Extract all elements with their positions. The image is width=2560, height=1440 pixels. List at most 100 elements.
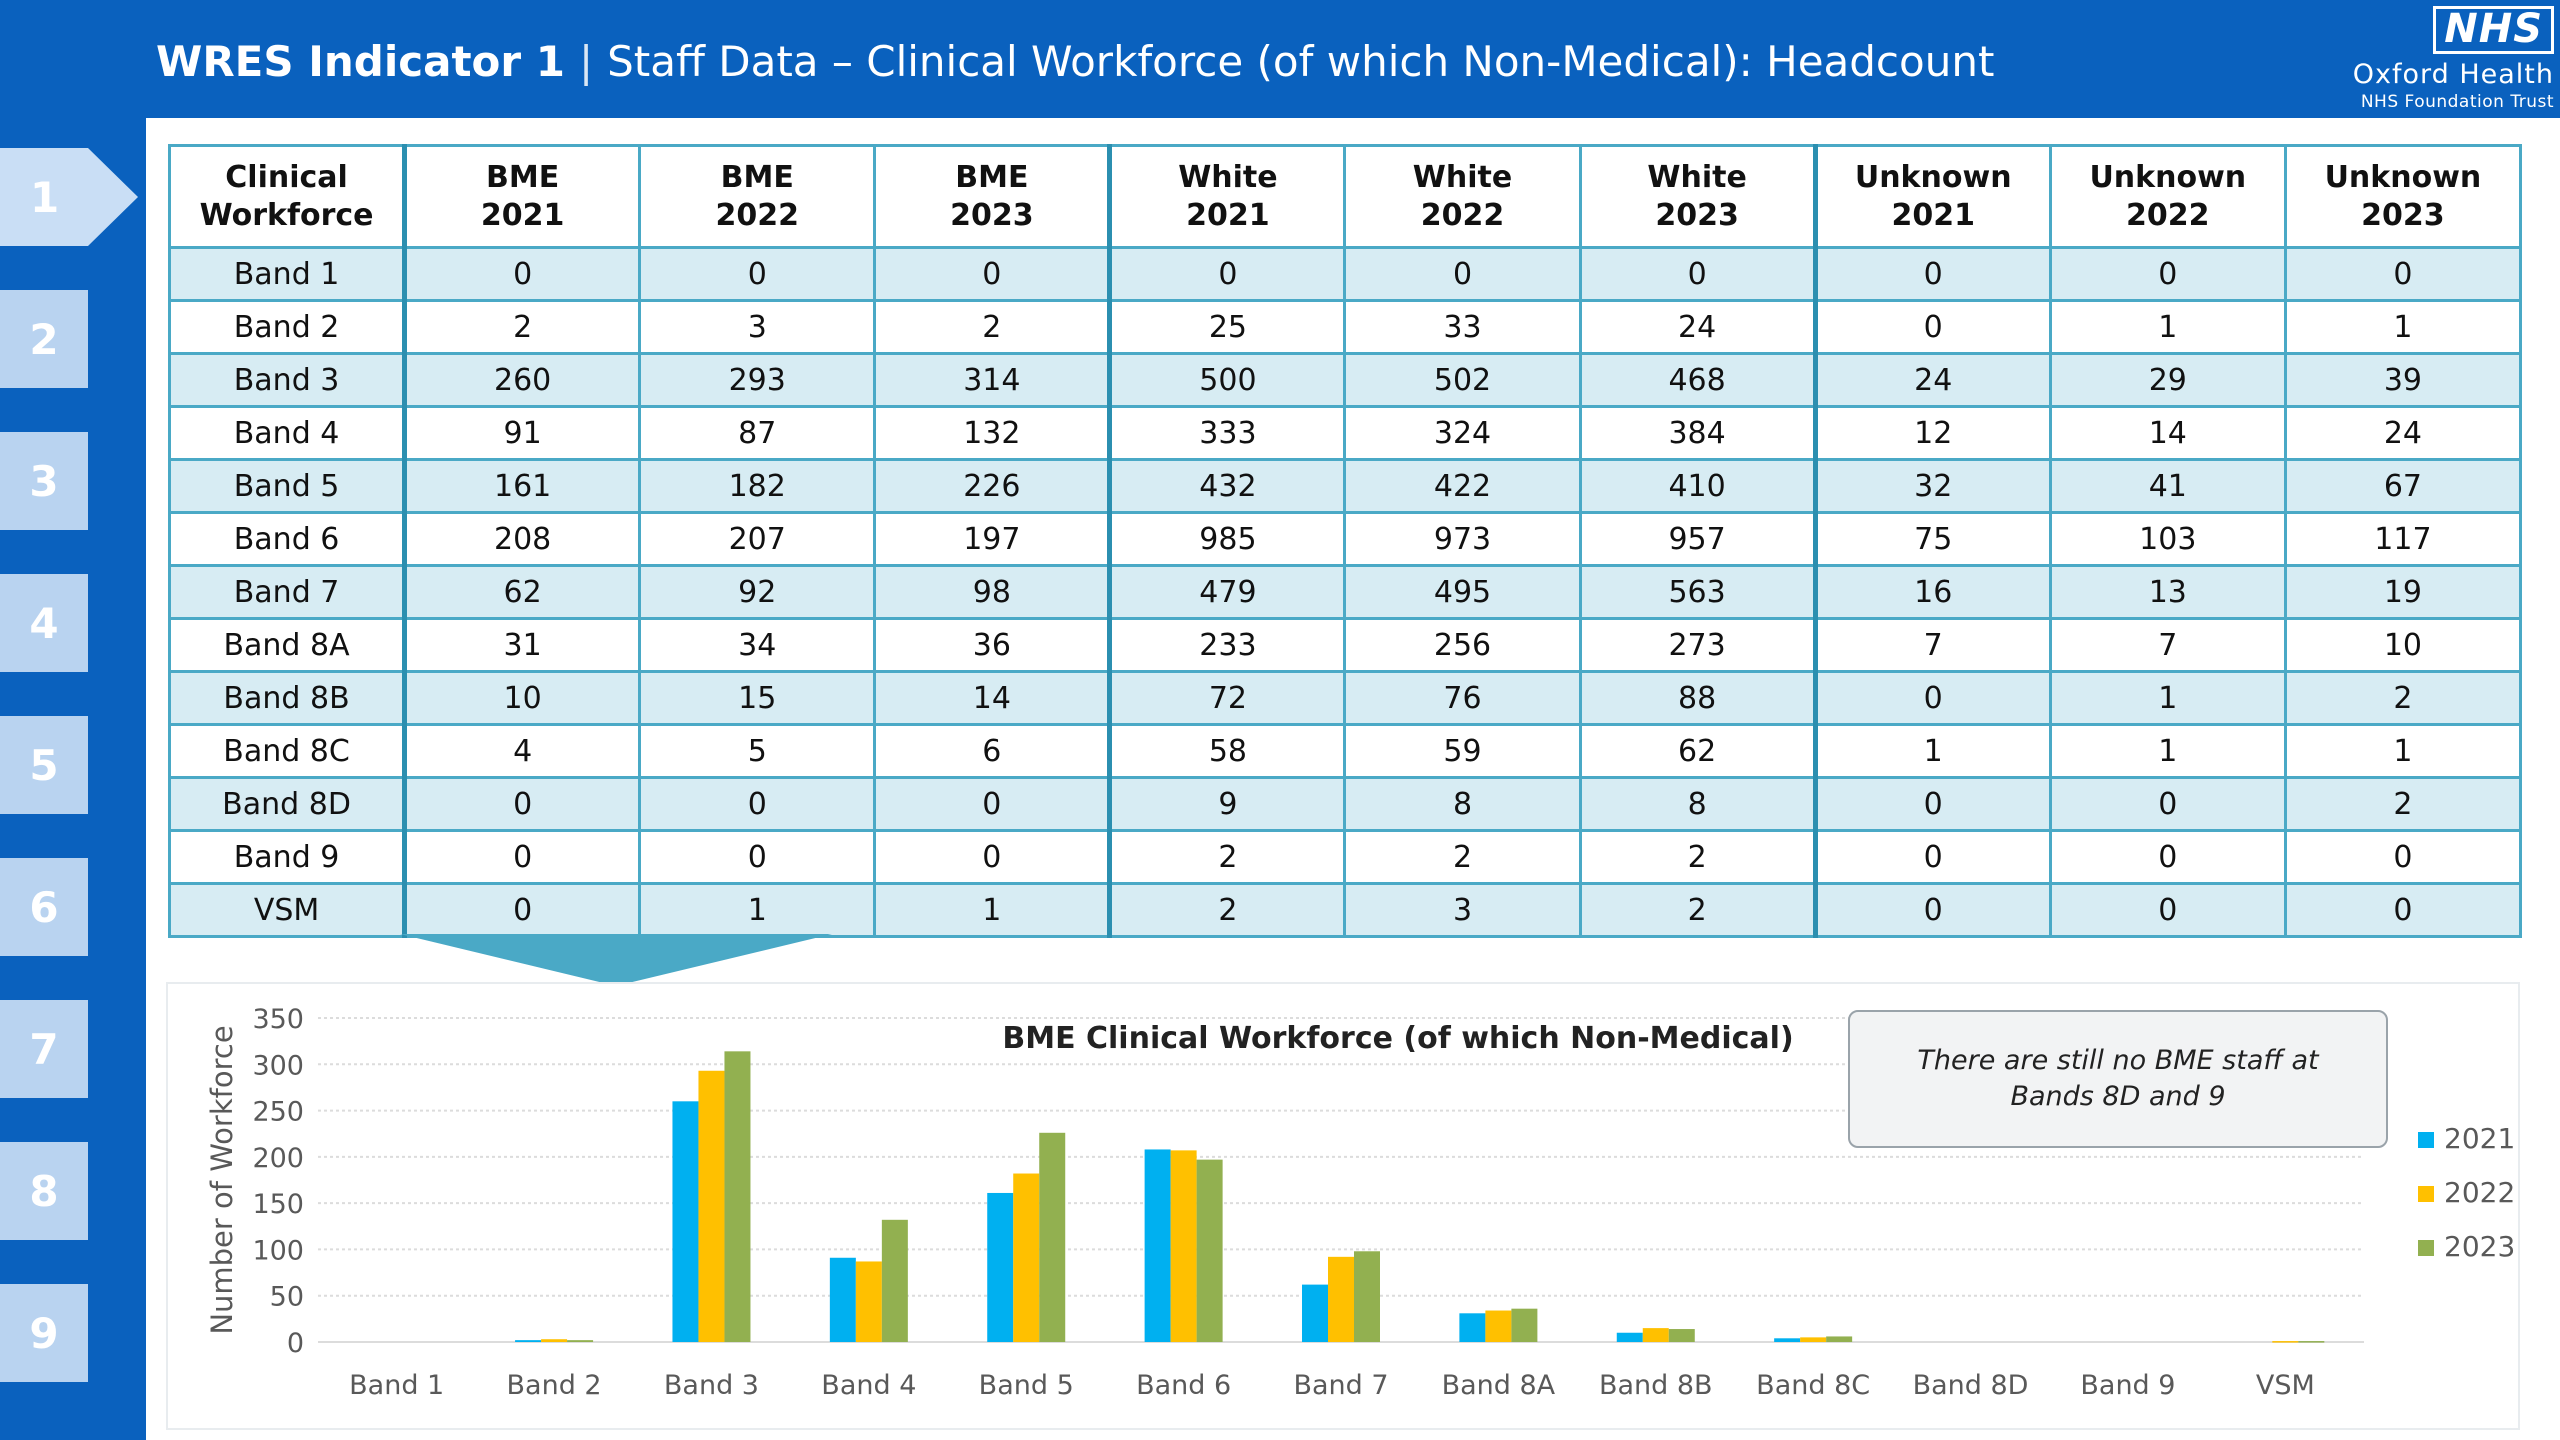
nav-item-8[interactable]: 8 bbox=[0, 1142, 88, 1240]
table-cell: 432 bbox=[1107, 458, 1347, 514]
row-label: Band 8A bbox=[167, 617, 407, 673]
col-header-workforce: Clinical Workforce bbox=[167, 144, 407, 249]
bar-2023-band-2 bbox=[567, 1340, 594, 1342]
table-row: Band 4 91 87 132 333 324 384 12 14 24 bbox=[167, 405, 2523, 461]
y-tick-label: 50 bbox=[270, 1282, 304, 1313]
row-label: Band 4 bbox=[167, 405, 407, 461]
col-header-bme-2022: BME 2022 bbox=[638, 144, 877, 249]
table-cell: 1 bbox=[1812, 723, 2052, 779]
table-cell: 67 bbox=[2283, 458, 2523, 514]
table-cell: 0 bbox=[1812, 776, 2052, 832]
table-cell: 985 bbox=[1107, 511, 1347, 567]
table-cell: 8 bbox=[1343, 776, 1582, 832]
bar-2023-band-7 bbox=[1354, 1251, 1380, 1342]
nav-item-1[interactable]: 1 bbox=[0, 148, 138, 246]
table-cell: 76 bbox=[1343, 670, 1582, 726]
table-row: Band 8B 10 15 14 72 76 88 0 1 2 bbox=[167, 670, 2523, 726]
bar-2022-band-4 bbox=[855, 1261, 882, 1342]
nav-item-3[interactable]: 3 bbox=[0, 432, 88, 530]
bar-2022-band-5 bbox=[1013, 1173, 1040, 1342]
y-tick-label: 0 bbox=[287, 1328, 304, 1359]
table-cell: 0 bbox=[638, 246, 877, 302]
table-cell: 333 bbox=[1107, 405, 1347, 461]
bme-chart-panel: 0 50 100 150 200 250 300 350 Number of Workforce… bbox=[166, 982, 2520, 1430]
bar-2022-vsm bbox=[2272, 1341, 2299, 1343]
chart-callout: There are still no BME staff at Bands 8D… bbox=[1848, 1010, 2388, 1148]
nav-item-6[interactable]: 6 bbox=[0, 858, 88, 956]
table-cell: 0 bbox=[402, 246, 642, 302]
row-label: Band 8B bbox=[167, 670, 407, 726]
table-cell: 32 bbox=[1812, 458, 2052, 514]
table-cell: 41 bbox=[2048, 458, 2287, 514]
table-cell: 495 bbox=[1343, 564, 1582, 620]
bar-2022-band-8c bbox=[1800, 1337, 1827, 1342]
x-tick-label: Band 2 bbox=[507, 1370, 602, 1401]
col-header-unknown-2023: Unknown 2023 bbox=[2283, 144, 2523, 249]
table-cell: 34 bbox=[638, 617, 877, 673]
x-tick-label: Band 9 bbox=[2080, 1370, 2175, 1401]
table-cell: 2 bbox=[1578, 829, 1817, 885]
table-cell: 2 bbox=[873, 299, 1112, 355]
table-cell: 14 bbox=[2048, 405, 2287, 461]
table-cell: 33 bbox=[1343, 299, 1582, 355]
nav-item-5[interactable]: 5 bbox=[0, 716, 88, 814]
nav-item-2[interactable]: 2 bbox=[0, 290, 88, 388]
table-row: Band 8D 0 0 0 9 8 8 0 0 2 bbox=[167, 776, 2523, 832]
trust-name: NHS Foundation Trust bbox=[2360, 92, 2554, 112]
bar-2023-band-8c bbox=[1826, 1336, 1853, 1342]
table-cell: 0 bbox=[2048, 776, 2287, 832]
col-header-white-2021: White 2021 bbox=[1107, 144, 1347, 249]
table-cell: 161 bbox=[402, 458, 642, 514]
table-cell: 88 bbox=[1578, 670, 1817, 726]
table-cell: 468 bbox=[1578, 352, 1817, 408]
table-cell: 29 bbox=[2048, 352, 2287, 408]
table-cell: 1 bbox=[2283, 723, 2523, 779]
nav-item-9[interactable]: 9 bbox=[0, 1284, 88, 1382]
table-cell: 2 bbox=[1578, 882, 1817, 938]
table-cell: 324 bbox=[1343, 405, 1582, 461]
row-label: Band 3 bbox=[167, 352, 407, 408]
table-cell: 98 bbox=[873, 564, 1112, 620]
x-tick-label: Band 8B bbox=[1599, 1370, 1713, 1401]
table-cell: 0 bbox=[1812, 882, 2052, 938]
row-label: Band 8C bbox=[167, 723, 407, 779]
table-cell: 24 bbox=[2283, 405, 2523, 461]
bar-2022-band-6 bbox=[1170, 1150, 1197, 1342]
y-tick-label: 150 bbox=[252, 1189, 304, 1220]
bar-2021-band-8c bbox=[1774, 1338, 1801, 1342]
nav-item-7[interactable]: 7 bbox=[0, 1000, 88, 1098]
table-cell: 314 bbox=[873, 352, 1112, 408]
table-cell: 293 bbox=[638, 352, 877, 408]
table-cell: 24 bbox=[1578, 299, 1817, 355]
chart-title: BME Clinical Workforce (of which Non-Med… bbox=[1002, 1021, 1793, 1056]
table-cell: 59 bbox=[1343, 723, 1582, 779]
table-cell: 8 bbox=[1578, 776, 1817, 832]
table-cell: 0 bbox=[638, 829, 877, 885]
table-cell: 16 bbox=[1812, 564, 2052, 620]
nhs-logo-mark: NHS bbox=[2433, 6, 2554, 54]
table-cell: 0 bbox=[1107, 246, 1347, 302]
table-cell: 2 bbox=[1343, 829, 1582, 885]
nav-item-4[interactable]: 4 bbox=[0, 574, 88, 672]
col-header-bme-2021: BME 2021 bbox=[402, 144, 642, 249]
table-cell: 72 bbox=[1107, 670, 1347, 726]
table-cell: 0 bbox=[2283, 882, 2523, 938]
col-header-unknown-2021: Unknown 2021 bbox=[1812, 144, 2052, 249]
bme-bar-chart: 0 50 100 150 200 250 300 350 Number of Workforce… bbox=[205, 1004, 2515, 1401]
table-row: Band 7 62 92 98 479 495 563 16 13 19 bbox=[167, 564, 2523, 620]
table-cell: 973 bbox=[1343, 511, 1582, 567]
table-cell: 0 bbox=[873, 246, 1112, 302]
bar-2021-band-8b bbox=[1616, 1332, 1643, 1342]
y-tick-label: 250 bbox=[252, 1097, 304, 1128]
col-header-unknown-2022: Unknown 2022 bbox=[2048, 144, 2287, 249]
table-cell: 1 bbox=[2283, 299, 2523, 355]
legend-label-2023: 2023 bbox=[2444, 1230, 2515, 1263]
table-row: Band 8A 31 34 36 233 256 273 7 7 10 bbox=[167, 617, 2523, 673]
bar-2022-band-8a bbox=[1485, 1310, 1512, 1342]
row-label: Band 1 bbox=[167, 246, 407, 302]
title-separator: | bbox=[578, 37, 594, 86]
table-cell: 1 bbox=[638, 882, 877, 938]
y-tick-label: 350 bbox=[252, 1004, 304, 1035]
page-subtitle: Staff Data – Clinical Workforce (of whic… bbox=[607, 37, 1995, 86]
